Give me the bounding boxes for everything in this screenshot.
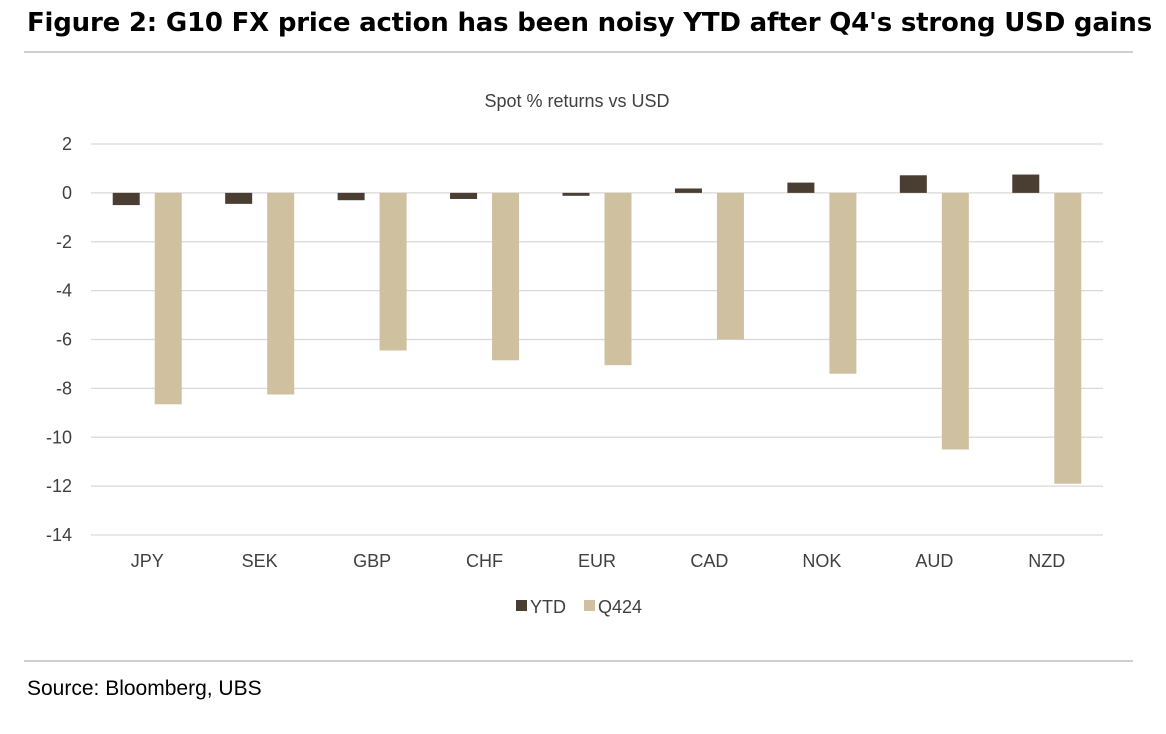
y-axis-ticks: 2 0 -2 -4 -6 -8 -10 -12 -14	[46, 134, 72, 545]
bars	[112, 174, 1082, 484]
bar-ytd-jpy	[112, 192, 140, 206]
x-tick-label: AUD	[915, 551, 953, 571]
y-tick-label: -6	[56, 330, 72, 350]
y-tick-label: 2	[62, 134, 72, 154]
y-tick-label: -2	[56, 232, 72, 252]
bar-q424-jpy	[154, 192, 182, 405]
bar-q424-nok	[829, 192, 857, 374]
bar-q424-sek	[267, 192, 295, 395]
bar-ytd-nzd	[1012, 174, 1040, 193]
y-tick-label: -12	[46, 476, 72, 496]
gridlines	[91, 143, 1103, 536]
legend-label-q424: Q424	[598, 597, 642, 617]
bar-ytd-nok	[787, 182, 815, 193]
y-tick-label: 0	[62, 183, 72, 203]
figure-title: Figure 2: G10 FX price action has been n…	[27, 8, 1152, 38]
x-tick-label: NOK	[802, 551, 841, 571]
bar-ytd-chf	[450, 192, 478, 199]
bar-ytd-sek	[225, 192, 253, 204]
bar-q424-chf	[492, 192, 520, 361]
bar-q424-nzd	[1054, 192, 1082, 484]
x-tick-label: EUR	[578, 551, 616, 571]
bar-q424-cad	[716, 192, 744, 340]
x-tick-label: CAD	[690, 551, 728, 571]
bar-ytd-aud	[899, 175, 927, 193]
bar-q424-aud	[941, 192, 969, 450]
bar-q424-eur	[604, 192, 632, 366]
y-tick-label: -14	[46, 525, 72, 545]
source-note: Source: Bloomberg, UBS	[27, 677, 262, 700]
x-tick-label: CHF	[466, 551, 503, 571]
bar-ytd-eur	[562, 192, 590, 196]
title-divider	[24, 51, 1133, 53]
legend: YTD Q424	[516, 597, 642, 617]
bar-ytd-cad	[674, 188, 702, 193]
y-tick-label: -4	[56, 281, 72, 301]
bar-q424-gbp	[379, 192, 407, 351]
legend-swatch-ytd	[516, 600, 527, 611]
y-tick-label: -10	[46, 427, 72, 447]
x-tick-label: GBP	[353, 551, 391, 571]
legend-label-ytd: YTD	[530, 597, 566, 617]
x-tick-label: NZD	[1028, 551, 1065, 571]
legend-swatch-q424	[584, 600, 595, 611]
x-tick-label: SEK	[242, 551, 278, 571]
x-axis-ticks: JPY SEK GBP CHF EUR CAD NOK AUD NZD	[131, 551, 1066, 571]
x-tick-label: JPY	[131, 551, 164, 571]
bar-ytd-gbp	[337, 192, 365, 201]
chart-title: Spot % returns vs USD	[484, 91, 669, 111]
y-tick-label: -8	[56, 378, 72, 398]
footer-divider	[24, 660, 1133, 662]
